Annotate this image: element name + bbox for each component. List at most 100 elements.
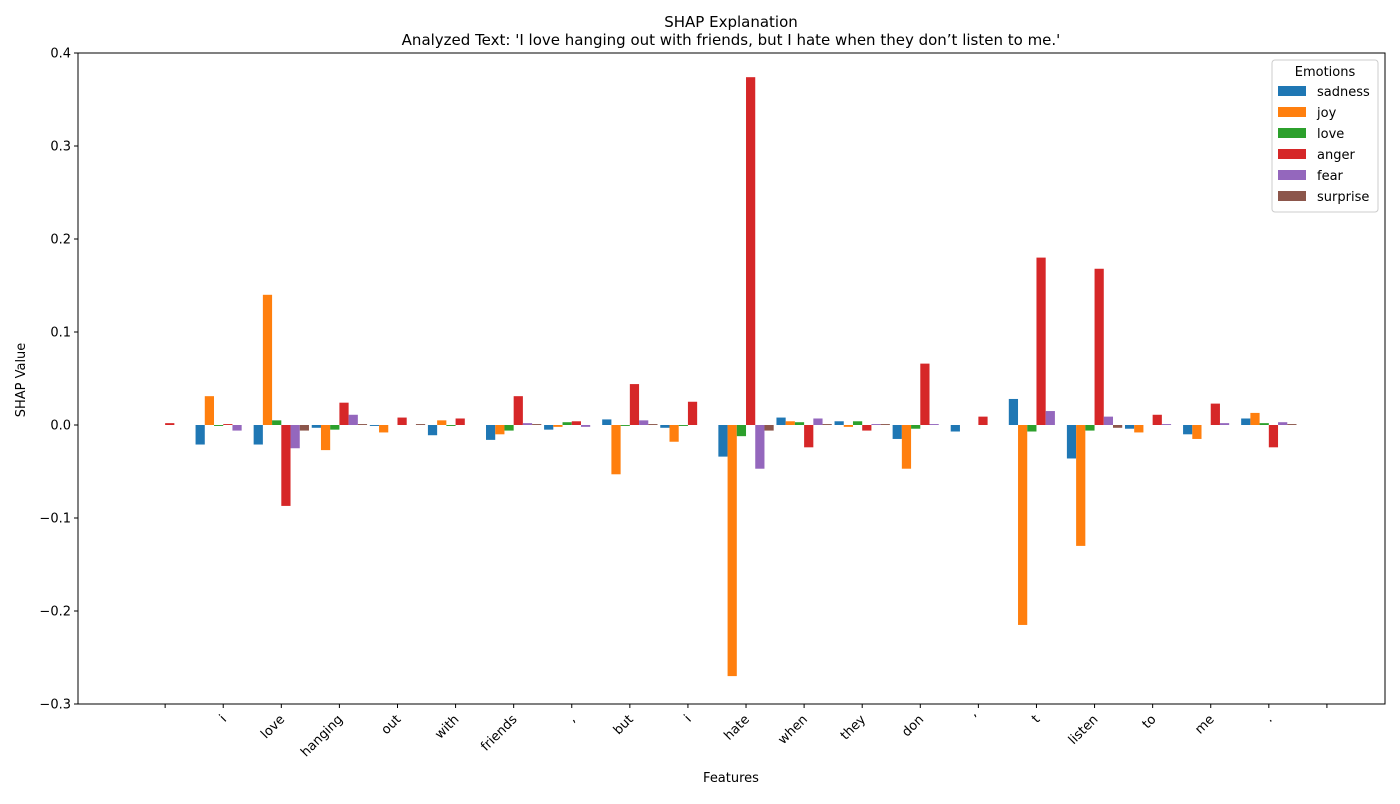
bar-surprise-11 [822, 424, 832, 425]
bar-anger-13 [920, 363, 930, 425]
legend-swatch-sadness [1278, 86, 1306, 96]
bar-anger-9 [687, 401, 698, 425]
x-tick-label: t [1029, 712, 1043, 726]
chart-title: SHAP Explanation [664, 13, 798, 31]
bar-surprise-8 [648, 424, 658, 425]
bar-joy-16 [1076, 425, 1086, 546]
bar-fear-6 [522, 423, 533, 425]
legend-label-surprise: surprise [1317, 190, 1369, 205]
x-tick-label: , [565, 712, 579, 726]
bar-fear-11 [813, 418, 823, 425]
x-tick-label: love [258, 712, 288, 742]
bar-fear-19 [1278, 422, 1288, 425]
bar-sadness-14 [950, 425, 960, 432]
bar-sadness-4 [369, 425, 380, 426]
bar-surprise-4 [415, 424, 426, 425]
bar-sadness-16 [1066, 425, 1077, 459]
y-tick-label: −0.1 [39, 512, 71, 527]
bar-joy-7 [553, 425, 563, 427]
x-tick-label: listen [1066, 712, 1102, 748]
bar-joy-5 [437, 420, 447, 425]
bar-group [165, 77, 1297, 677]
x-tick-label: to [1140, 712, 1160, 732]
bar-anger-16 [1094, 268, 1104, 425]
legend-label-anger: anger [1317, 148, 1355, 163]
x-tick-label: don [899, 712, 927, 740]
bar-love-3 [330, 425, 340, 430]
bar-sadness-11 [776, 417, 786, 425]
bar-love-5 [446, 425, 456, 426]
bar-fear-7 [580, 425, 591, 427]
bar-anger-6 [513, 396, 523, 425]
bar-surprise-10 [764, 425, 774, 431]
bar-sadness-7 [544, 425, 554, 430]
legend: Emotions sadness joy love anger fear surprise [1271, 59, 1379, 213]
y-tick-label: 0.0 [50, 419, 71, 434]
bar-fear-15 [1045, 411, 1055, 425]
bar-surprise-19 [1287, 424, 1297, 425]
legend-swatch-joy [1278, 107, 1306, 117]
bar-fear-1 [232, 425, 242, 431]
x-tick-label: they [838, 712, 869, 743]
bar-fear-18 [1219, 423, 1230, 425]
bar-surprise-12 [880, 424, 890, 425]
bar-sadness-2 [253, 425, 263, 445]
bar-anger-2 [281, 425, 291, 506]
bar-joy-11 [785, 421, 795, 425]
bar-fear-2 [290, 425, 300, 449]
bar-joy-13 [901, 425, 912, 469]
bar-surprise-3 [357, 424, 368, 425]
bar-joy-3 [320, 425, 331, 451]
bar-sadness-10 [718, 425, 728, 457]
bar-joy-9 [669, 425, 679, 442]
bar-fear-10 [755, 425, 765, 469]
legend-swatch-surprise [1278, 191, 1306, 201]
legend-label-joy: joy [1316, 106, 1337, 121]
bar-love-8 [620, 425, 630, 426]
bar-joy-4 [379, 425, 389, 433]
bar-surprise-16 [1112, 425, 1123, 428]
x-tick-label: i [682, 712, 695, 725]
bar-sadness-5 [427, 425, 438, 436]
legend-swatch-fear [1278, 170, 1306, 180]
bar-love-13 [911, 425, 921, 429]
bar-love-7 [562, 422, 572, 425]
bar-love-9 [678, 425, 688, 426]
bar-anger-11 [804, 425, 814, 448]
bar-joy-15 [1018, 425, 1028, 625]
bar-sadness-13 [892, 425, 902, 439]
bar-fear-12 [871, 424, 881, 425]
x-tick-label: when [776, 712, 811, 747]
x-tick-label: i [217, 712, 230, 725]
y-tick-label: 0.2 [50, 233, 71, 248]
bar-sadness-8 [602, 419, 612, 425]
bar-sadness-9 [660, 425, 670, 428]
bar-anger-15 [1036, 257, 1046, 425]
bar-sadness-1 [195, 425, 205, 445]
legend-items: sadness joy love anger fear surprise [1278, 85, 1370, 205]
y-tick-label: −0.2 [39, 605, 71, 620]
chart-subtitle: Analyzed Text: 'I love hanging out with … [402, 31, 1061, 49]
bar-love-19 [1259, 423, 1269, 425]
bar-joy-8 [611, 425, 621, 475]
bar-fear-8 [639, 420, 649, 425]
y-tick-label: 0.3 [50, 140, 71, 155]
bar-anger-4 [397, 417, 407, 425]
bar-sadness-15 [1008, 398, 1019, 425]
bar-fear-16 [1103, 416, 1113, 425]
bar-anger-8 [629, 384, 640, 425]
bar-love-1 [214, 425, 224, 426]
bar-sadness-17 [1124, 425, 1135, 429]
bar-joy-17 [1134, 425, 1144, 433]
y-tick-label: 0.1 [50, 326, 71, 341]
bar-fear-13 [929, 424, 939, 425]
y-tick-label: −0.3 [39, 698, 71, 713]
bar-love-16 [1085, 425, 1095, 431]
bar-love-6 [504, 425, 514, 431]
legend-swatch-anger [1278, 149, 1306, 159]
bar-anger-17 [1152, 414, 1162, 425]
bar-anger-7 [571, 421, 581, 425]
x-tick-label: hanging [298, 712, 346, 760]
legend-swatch-love [1278, 128, 1306, 138]
